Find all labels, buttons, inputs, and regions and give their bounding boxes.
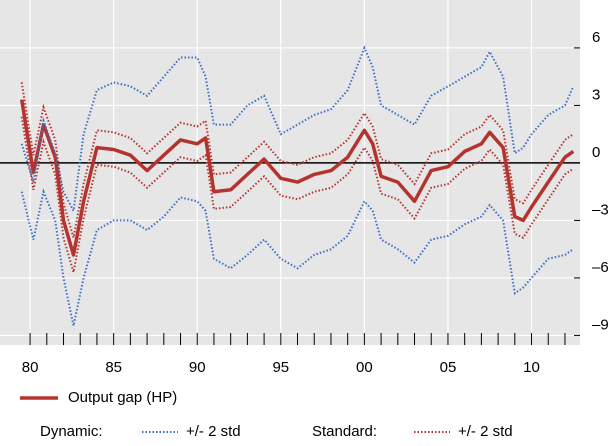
- y-tick-label: –3: [592, 201, 609, 218]
- y-tick-label: 0: [592, 144, 600, 161]
- x-tick-label: 95: [272, 359, 289, 376]
- series-line: [19, 99, 575, 257]
- x-tick-label: 90: [189, 359, 206, 376]
- x-tick-label: 10: [523, 359, 540, 376]
- legend-group-label: Standard:: [312, 423, 377, 440]
- y-tick-label: –9: [592, 316, 609, 333]
- series-line: [20, 188, 574, 327]
- y-tick-label: –6: [592, 259, 609, 276]
- legend-label: +/- 2 std: [186, 423, 241, 440]
- x-tick-label: 80: [22, 359, 39, 376]
- x-tick-label: 85: [105, 359, 122, 376]
- series-line: [20, 82, 574, 238]
- plot-background: [0, 0, 580, 345]
- legend-group-label: Dynamic:: [40, 423, 103, 440]
- legend-label: Output gap (HP): [68, 389, 177, 406]
- x-tick-label: 05: [440, 359, 457, 376]
- legend-label: +/- 2 std: [458, 423, 513, 440]
- y-tick-label: 6: [592, 29, 600, 46]
- x-tick-label: 00: [356, 359, 373, 376]
- y-tick-label: 3: [592, 86, 600, 103]
- series-line: [20, 45, 575, 215]
